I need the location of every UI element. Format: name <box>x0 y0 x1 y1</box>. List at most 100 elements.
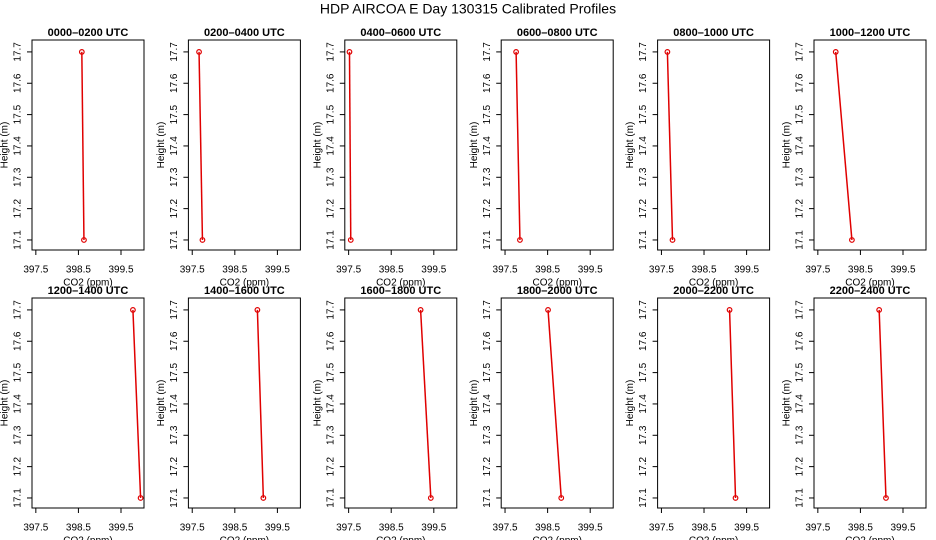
x-axis-label: CO2 (ppm) <box>845 278 894 289</box>
y-tick-label: 17.4 <box>325 394 336 414</box>
x-axis-label: CO2 (ppm) <box>63 536 112 540</box>
data-point <box>664 49 671 55</box>
y-axis-label: Height (m) <box>156 380 167 427</box>
plot-frame <box>657 39 771 251</box>
y-tick-label: 17.1 <box>482 230 493 250</box>
y-tick-label: 17.6 <box>795 331 806 351</box>
y-axis-label: Height (m) <box>469 122 480 169</box>
y-tick-label: 17.3 <box>325 425 336 445</box>
x-axis-label: CO2 (ppm) <box>532 536 581 540</box>
data-point <box>78 49 85 55</box>
y-tick-label: 17.2 <box>638 456 649 476</box>
profile-line <box>348 51 352 240</box>
y-tick-label: 17.3 <box>795 167 806 187</box>
y-tick-label: 17.2 <box>169 198 180 218</box>
data-point <box>347 237 354 243</box>
plot-frame <box>813 297 927 509</box>
profile-line <box>834 51 853 241</box>
x-tick-label: 399.5 <box>890 265 915 276</box>
x-tick-label: 399.5 <box>734 523 759 534</box>
x-tick-label: 398.5 <box>692 265 717 276</box>
y-tick-label: 17.1 <box>325 488 336 508</box>
y-tick-label: 17.3 <box>169 425 180 445</box>
profile-line <box>878 309 887 498</box>
plot-frame <box>813 39 927 251</box>
data-point <box>346 49 353 55</box>
y-tick-label: 17.2 <box>795 456 806 476</box>
y-tick-label: 17.7 <box>13 300 24 320</box>
x-tick-label: 398.5 <box>222 265 247 276</box>
y-tick-label: 17.3 <box>482 167 493 187</box>
y-tick-label: 17.1 <box>169 230 180 250</box>
data-point <box>545 307 551 313</box>
panel: 2000–2200 UTC CO2 (ppm) Height (m) 397.5 398… <box>625 285 771 540</box>
x-tick-label: 397.5 <box>649 523 674 534</box>
profile-line <box>81 51 85 240</box>
y-tick-label: 17.5 <box>638 104 649 124</box>
y-tick-label: 17.3 <box>638 425 649 445</box>
x-tick-label: 398.5 <box>848 523 873 534</box>
x-tick-label: 399.5 <box>108 265 133 276</box>
y-tick-label: 17.5 <box>482 104 493 124</box>
y-tick-label: 17.6 <box>325 73 336 93</box>
y-tick-label: 17.5 <box>325 362 336 382</box>
y-axis-label: Height (m) <box>782 380 793 427</box>
data-point <box>427 495 434 501</box>
data-point <box>883 495 889 501</box>
x-tick-label: 399.5 <box>734 265 759 276</box>
panel: 0200–0400 UTC CO2 (ppm) Height (m) 397.5 398… <box>156 27 301 289</box>
y-tick-label: 17.3 <box>638 167 649 187</box>
y-tick-label: 17.5 <box>482 362 493 382</box>
panel: 0600–0800 UTC CO2 (ppm) Height (m) 397.5 398… <box>469 27 614 289</box>
y-tick-label: 17.3 <box>795 425 806 445</box>
x-tick-label: 399.5 <box>265 265 290 276</box>
y-tick-label: 17.1 <box>482 488 493 508</box>
y-tick-label: 17.7 <box>482 300 493 320</box>
plot-frame <box>187 297 301 509</box>
y-tick-label: 17.6 <box>638 73 649 93</box>
panel-title: 0200–0400 UTC <box>204 27 285 39</box>
y-tick-label: 17.6 <box>13 73 24 93</box>
x-axis-label: CO2 (ppm) <box>63 278 112 289</box>
x-tick-label: 398.5 <box>222 523 247 534</box>
y-tick-label: 17.1 <box>795 230 806 250</box>
x-axis-label: CO2 (ppm) <box>845 536 894 540</box>
data-point <box>513 49 520 55</box>
x-tick-label: 399.5 <box>421 523 446 534</box>
panel-title: 2000–2200 UTC <box>673 285 754 297</box>
y-tick-label: 17.4 <box>638 136 649 156</box>
y-axis-label: Height (m) <box>312 122 323 169</box>
x-tick-label: 397.5 <box>805 523 830 534</box>
data-point <box>254 307 261 313</box>
x-tick-label: 398.5 <box>379 523 404 534</box>
x-tick-label: 397.5 <box>336 265 361 276</box>
panel-title: 0800–1000 UTC <box>673 27 754 39</box>
data-point <box>876 307 883 313</box>
y-tick-label: 17.7 <box>169 42 180 62</box>
x-tick-label: 398.5 <box>535 523 560 534</box>
y-axis-label: Height (m) <box>0 380 11 427</box>
y-tick-label: 17.1 <box>795 488 806 508</box>
panel-title: 1200–1400 UTC <box>48 285 129 297</box>
x-tick-label: 397.5 <box>493 523 518 534</box>
panel: 1800–2000 UTC CO2 (ppm) Height (m) 397.5 398… <box>469 285 614 540</box>
y-tick-label: 17.5 <box>795 104 806 124</box>
figure-title: HDP AIRCOA E Day 130315 Calibrated Profi… <box>320 1 616 17</box>
y-tick-label: 17.2 <box>325 198 336 218</box>
y-tick-label: 17.2 <box>638 198 649 218</box>
y-tick-label: 17.4 <box>638 394 649 414</box>
y-tick-label: 17.6 <box>169 73 180 93</box>
panel-title: 0000–0200 UTC <box>48 27 129 39</box>
panel: 0800–1000 UTC CO2 (ppm) Height (m) 397.5 398… <box>625 27 771 289</box>
y-tick-label: 17.2 <box>482 456 493 476</box>
panel-title: 0400–0600 UTC <box>360 27 441 39</box>
data-point <box>199 237 206 243</box>
x-axis-label: CO2 (ppm) <box>689 278 738 289</box>
data-point <box>726 307 733 313</box>
y-tick-label: 17.4 <box>795 136 806 156</box>
x-tick-label: 398.5 <box>692 523 717 534</box>
y-tick-label: 17.4 <box>482 394 493 414</box>
panel: 0000–0200 UTC CO2 (ppm) Height (m) 397.5 398… <box>0 27 145 289</box>
